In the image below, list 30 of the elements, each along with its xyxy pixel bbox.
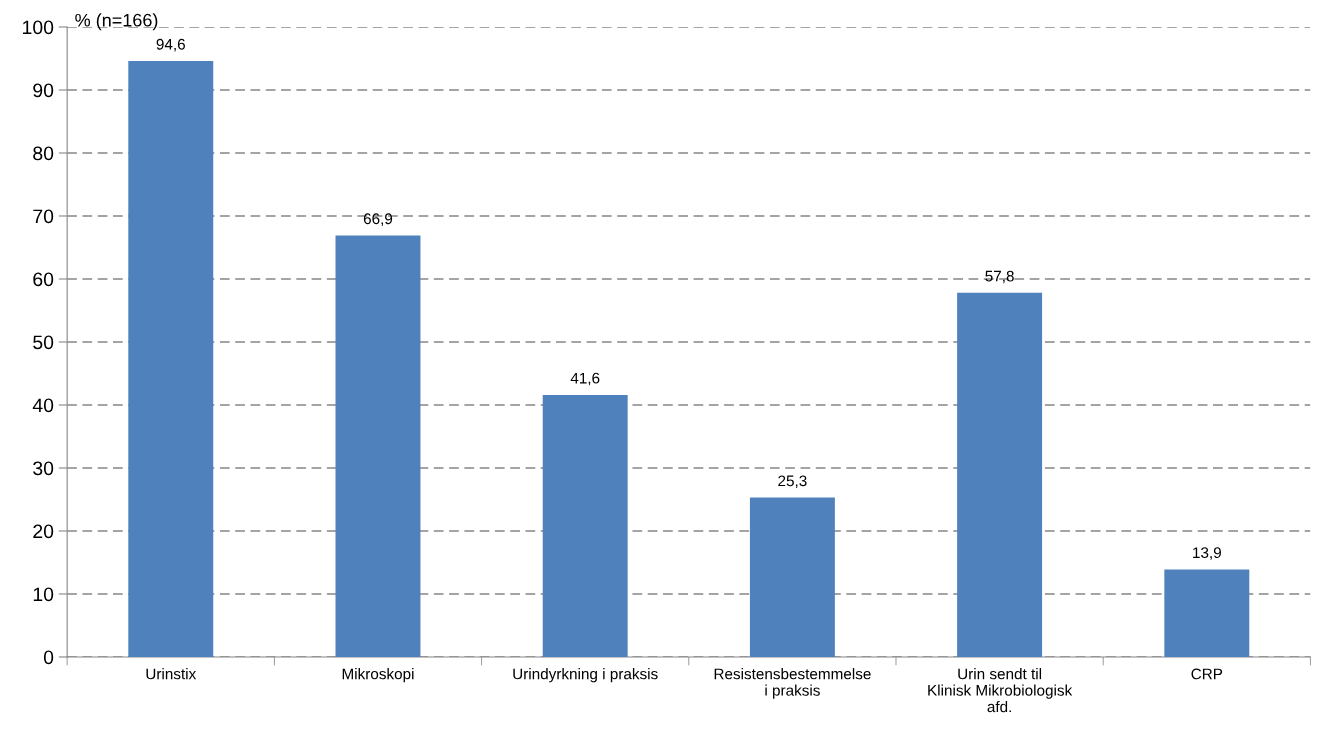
y-tick-label: 60 [33,272,54,287]
y-tick-label: 80 [33,146,54,161]
data-label: 66,9 [363,213,393,226]
y-tick-label: 100 [23,20,54,35]
x-tick-label: Urin sendt til Klinisk Mikrobiologisk afd. [928,668,1073,713]
y-tick-label: 10 [33,587,54,602]
data-label: 25,3 [778,475,807,489]
y-tick-label: 50 [33,335,54,350]
bar [128,61,214,657]
y-tick-label: 0 [43,650,54,665]
y-tick-label: 20 [33,524,54,539]
y-axis-title: % (n=166) [75,13,158,31]
bar [542,394,628,657]
y-tick-label: 40 [32,398,54,413]
y-tick-label: 90 [33,83,54,98]
data-label: 41,6 [570,372,600,386]
bar [749,497,835,657]
y-tick-label: 30 [33,461,54,476]
x-tick-label: Mikroskopi [342,668,414,683]
y-tick-label: 70 [33,209,54,224]
bar [1164,569,1250,657]
bar [335,235,421,657]
x-tick-label: Urinstix [146,668,197,680]
x-tick-label: CRP [1191,668,1223,680]
x-tick-label: Resistensbestemmelse i praksis [714,668,871,699]
data-label: 94,6 [156,38,185,52]
data-label: 57,8 [985,270,1014,284]
data-label: 13,9 [1193,547,1221,560]
bar [957,292,1043,657]
x-tick-label: Urindyrkning i praksis [513,668,658,683]
